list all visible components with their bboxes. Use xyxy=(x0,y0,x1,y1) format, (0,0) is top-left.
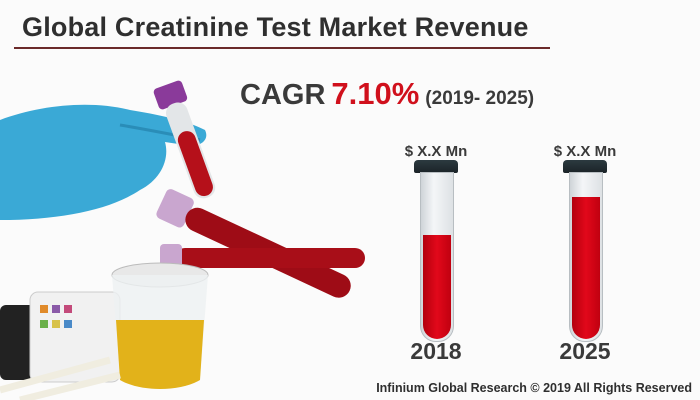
tube-cap-icon xyxy=(563,160,607,173)
year-label-2025: 2025 xyxy=(559,338,611,364)
cagr-value: 7.10% xyxy=(331,76,420,111)
amount-label-2018: $ X.X Mn xyxy=(404,143,468,160)
glove-hand-icon xyxy=(0,104,207,220)
test-strip-bottle-icon xyxy=(0,291,121,383)
page-title: Global Creatinine Test Market Revenue xyxy=(22,12,529,42)
cagr-headline: CAGR 7.10% (2019- 2025) xyxy=(240,76,534,112)
amount-label-2025: $ X.X Mn xyxy=(553,143,617,160)
tube-fill-2025 xyxy=(572,197,600,339)
lab-photo-illustration xyxy=(0,80,365,400)
tube-cap-icon xyxy=(414,160,458,173)
cagr-label: CAGR xyxy=(240,79,326,111)
copyright-footer: Infinium Global Research © 2019 All Righ… xyxy=(376,381,692,395)
year-label-2018: 2018 xyxy=(410,338,462,364)
urine-sample-cup-icon xyxy=(111,262,209,389)
cagr-period: (2019- 2025) xyxy=(425,88,535,109)
title-divider xyxy=(14,47,550,49)
held-blood-tube-icon xyxy=(153,80,216,199)
tube-fill-2018 xyxy=(423,235,451,339)
